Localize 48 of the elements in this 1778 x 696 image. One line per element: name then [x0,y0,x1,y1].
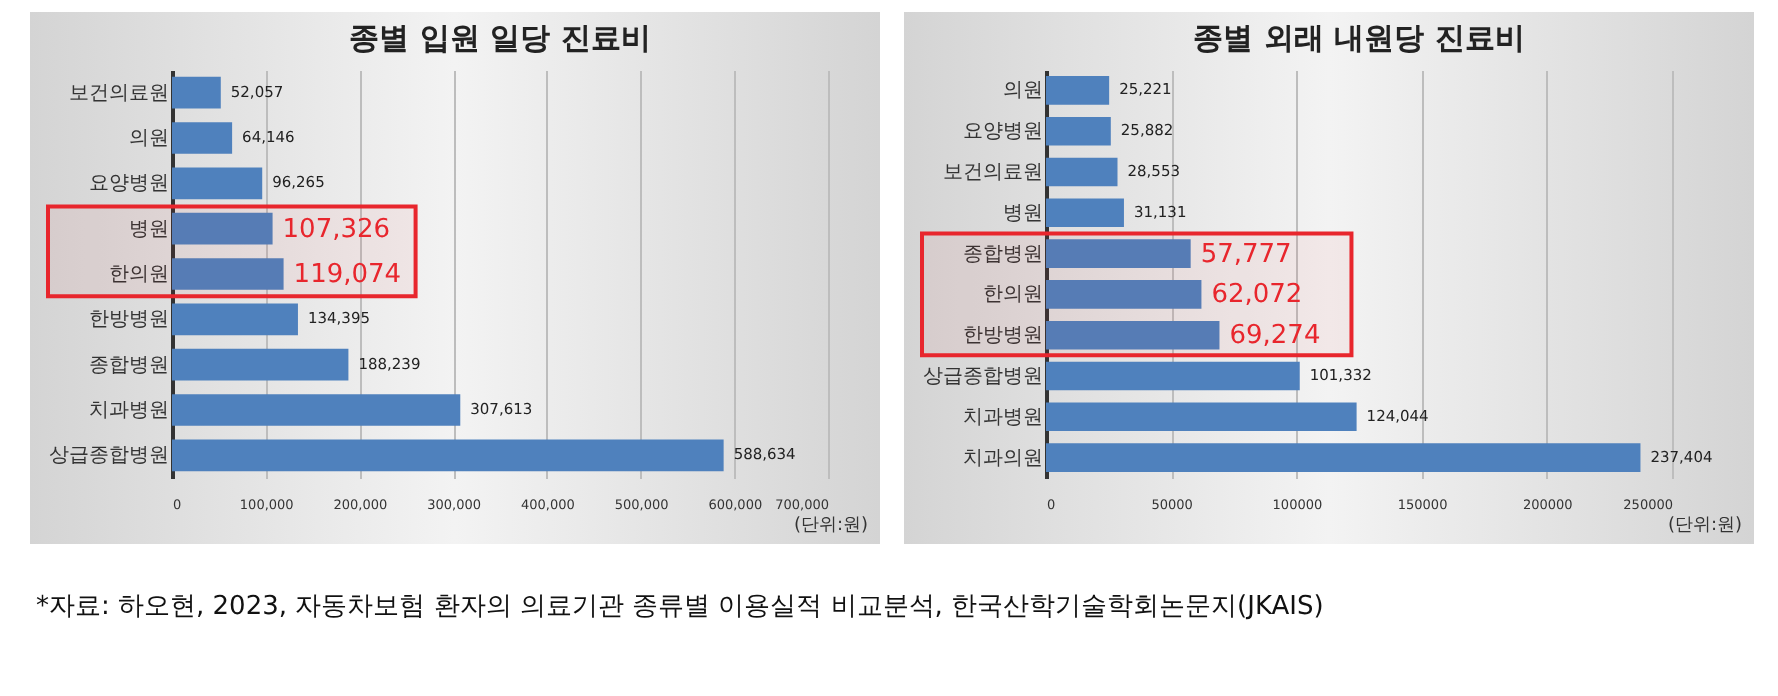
y-tick-label: 치과병원 [963,406,1043,429]
y-tick-label: 병원 [1003,202,1043,225]
bar [1046,157,1118,187]
bar [172,76,221,109]
bar [172,258,284,290]
y-tick-label: 종합병원 [89,354,169,377]
data-label: 119,074 [293,260,402,290]
bar [172,122,233,154]
y-tick-label: 상급종합병원 [49,445,169,468]
bar [172,167,263,200]
y-tick-label: 상급종합병원 [923,366,1043,388]
bar [1046,116,1111,146]
data-label: 69,274 [1229,321,1321,352]
chart-title: 종별 입원 일당 진료비 [349,20,651,56]
data-label: 62,072 [1211,280,1303,311]
bar [172,348,349,381]
y-tick-label: 요양병원 [963,121,1043,144]
bar [1046,280,1202,309]
bar [172,303,298,336]
y-tick-label: 한방병원 [963,325,1043,348]
bar [172,394,461,426]
y-tick-label: 한의원 [109,264,169,286]
y-tick-label: 종합병원 [963,243,1043,266]
y-tick-label: 보건의료원 [943,162,1043,184]
text: (단위:원) [793,514,868,538]
y-tick-label: 의원 [129,128,169,150]
y-tick-label: 치과의원 [963,447,1043,470]
bar [1046,402,1357,432]
text: (단위:원) [1667,514,1742,538]
y-tick-label: 의원 [1003,80,1043,103]
y-tick-label: 한방병원 [89,309,169,332]
data-label: 57,777 [1200,239,1292,270]
y-tick-label: 병원 [129,218,169,241]
y-tick-label: 한의원 [983,284,1043,307]
y-tick-label: 치과병원 [89,400,169,422]
bar [1046,443,1641,472]
y-tick-label: 보건의료원 [69,82,169,105]
bar [172,439,724,472]
bar [1046,76,1110,105]
bar [1046,198,1124,228]
chart-title: 종별 외래 내원당 진료비 [1193,20,1525,56]
text: *자료: 하오현, 2023, 자동차보험 환자의 의료기관 종류별 이용실적 비교분석, 한국산학기술학회논문지(JKAIS) [36,590,1326,624]
data-label: 107,326 [282,214,391,245]
bar [172,212,273,245]
y-tick-label: 요양병원 [89,173,169,196]
bar [1046,361,1300,391]
bar [1046,239,1191,268]
bar [1046,320,1220,350]
